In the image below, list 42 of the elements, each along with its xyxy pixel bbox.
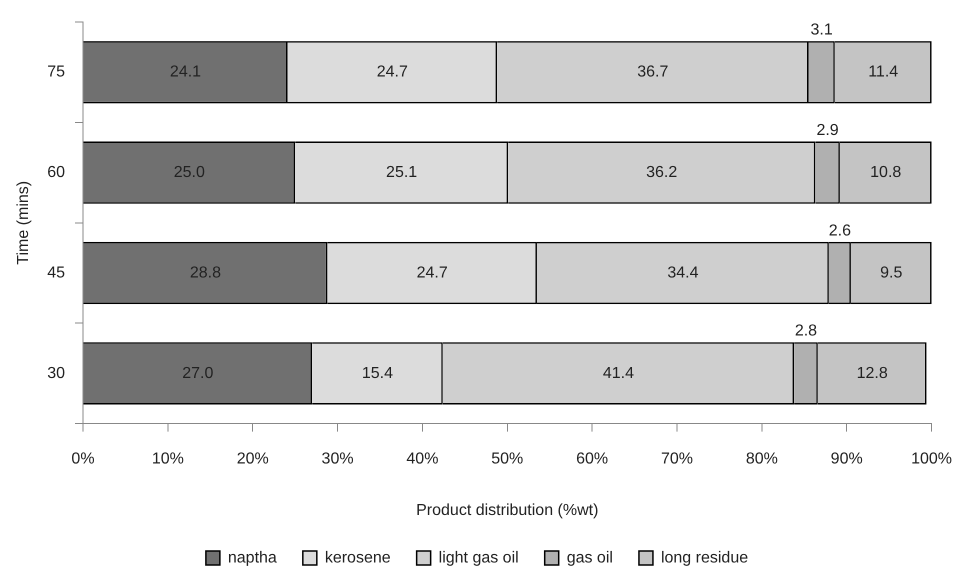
x-tick-label: 70%	[660, 450, 693, 468]
y-tick-label: 30	[47, 364, 66, 382]
x-tick-label: 100%	[911, 450, 952, 468]
data-label: 24.7	[416, 264, 448, 282]
data-label: 2.9	[816, 122, 839, 139]
y-tick-label: 75	[47, 64, 66, 81]
legend-label: kerosene	[324, 549, 391, 566]
data-label: 24.7	[376, 64, 408, 81]
data-label: 36.2	[646, 164, 678, 182]
x-tick-label: 90%	[830, 450, 863, 468]
data-label: 36.7	[637, 64, 668, 81]
data-label: 15.4	[362, 364, 394, 382]
data-label: 3.1	[810, 21, 833, 38]
legend-label: gas oil	[566, 549, 613, 566]
x-tick-label: 20%	[236, 450, 269, 468]
data-label: 27.0	[182, 364, 214, 382]
data-label: 24.1	[170, 64, 202, 81]
data-label: 11.4	[868, 64, 898, 81]
x-tick-label: 10%	[152, 450, 184, 468]
data-label: 10.8	[870, 164, 902, 182]
x-tick-label: 80%	[746, 450, 778, 468]
legend-label: long residue	[660, 549, 748, 566]
legend-label: light gas oil	[438, 549, 519, 566]
legend-label: naptha	[228, 549, 277, 566]
x-tick-label: 60%	[576, 450, 608, 468]
y-axis-title: Time (mins)	[15, 180, 32, 265]
data-label: 12.8	[856, 364, 888, 382]
data-label: 34.4	[667, 264, 699, 282]
y-tick-label: 45	[47, 264, 66, 282]
data-label: 2.6	[828, 222, 852, 240]
x-tick-label: 50%	[491, 450, 524, 468]
data-label: 2.8	[794, 322, 818, 340]
data-label: 28.8	[190, 264, 222, 282]
x-tick-label: 40%	[406, 450, 438, 468]
data-label: 9.5	[880, 264, 902, 282]
x-tick-label: 30%	[322, 450, 354, 468]
x-axis-title: Product distribution (%wt)	[416, 502, 598, 519]
data-label: 25.1	[386, 164, 418, 182]
x-tick-label: 0%	[71, 450, 95, 468]
data-label: 41.4	[602, 364, 634, 382]
data-label: 25.0	[174, 164, 205, 182]
y-tick-label: 60	[47, 164, 66, 182]
